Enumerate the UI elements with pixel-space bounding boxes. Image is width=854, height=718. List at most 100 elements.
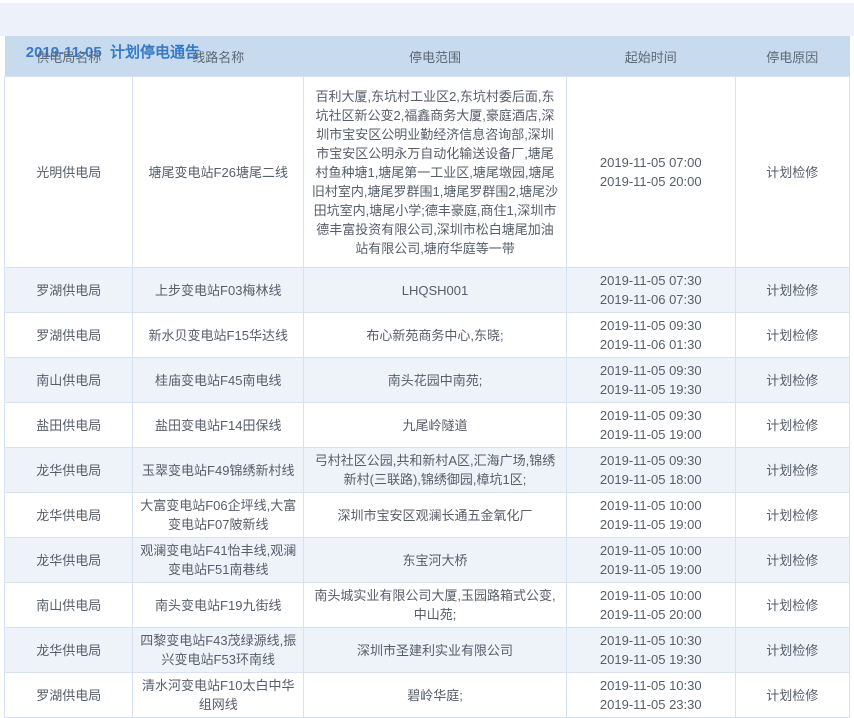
start-time: 2019-11-05 10:00: [599, 543, 702, 558]
time-cell: 2019-11-05 09:30 2019-11-05 18:00: [565, 447, 736, 493]
table-header: 供电局名称 线路名称 停电范围 起始时间 停电原因: [4, 36, 850, 77]
line-cell: 盐田变电站F14田保线: [132, 402, 305, 448]
time-cell: 2019-11-05 09:30 2019-11-05 19:30: [565, 357, 736, 403]
time-cell: 2019-11-05 10:30 2019-11-05 23:30: [565, 672, 736, 718]
table-row: 龙华供电局 大富变电站F06企坪线,大富变电站F07陂新线 深圳市宝安区观澜长通…: [3, 492, 851, 538]
time-cell: 2019-11-05 10:00 2019-11-05 19:00: [565, 492, 736, 538]
end-time: 2019-11-05 20:00: [599, 607, 702, 622]
start-time: 2019-11-05 09:30: [599, 408, 702, 423]
line-cell: 塘尾变电站F26塘尾二线: [132, 76, 305, 268]
table-body: 光明供电局 塘尾变电站F26塘尾二线 百利大厦,东坑村工业区2,东坑村委后面,东…: [3, 76, 851, 718]
header-line: 线路名称: [132, 36, 304, 77]
start-time: 2019-11-05 09:30: [599, 453, 702, 468]
bureau-cell: 龙华供电局: [3, 492, 134, 538]
end-time: 2019-11-06 07:30: [599, 292, 702, 307]
reason-cell: 计划检修: [734, 627, 851, 673]
reason-cell: 计划检修: [734, 267, 851, 313]
reason-cell: 计划检修: [734, 402, 851, 448]
line-cell: 新水贝变电站F15华达线: [132, 312, 305, 358]
scope-cell: 南头城实业有限公司大厦,玉园路箱式公变,中山苑;: [303, 582, 567, 628]
header-row: 供电局名称 线路名称 停电范围 起始时间 停电原因: [4, 36, 850, 77]
table-row: 罗湖供电局 上步变电站F03梅林线 LHQSH001 2019-11-05 07…: [3, 267, 851, 313]
scope-cell: 深圳市宝安区观澜长通五金氧化厂: [303, 492, 567, 538]
reason-cell: 计划检修: [734, 537, 851, 583]
bureau-cell: 龙华供电局: [3, 537, 134, 583]
line-cell: 南头变电站F19九街线: [132, 582, 305, 628]
scope-cell: 布心新苑商务中心,东晓;: [303, 312, 567, 358]
reason-cell: 计划检修: [734, 672, 851, 718]
outage-table-wrapper: 供电局名称 线路名称 停电范围 起始时间 停电原因 光明供电局 塘尾变电站F26…: [0, 36, 854, 718]
line-cell: 四黎变电站F43茂绿源线,振兴变电站F53环南线: [132, 627, 305, 673]
time-cell: 2019-11-05 10:30 2019-11-05 19:30: [565, 627, 736, 673]
start-time: 2019-11-05 09:30: [599, 318, 702, 333]
bureau-cell: 龙华供电局: [3, 627, 134, 673]
reason-cell: 计划检修: [734, 357, 851, 403]
time-cell: 2019-11-05 09:30 2019-11-05 19:00: [565, 402, 736, 448]
line-cell: 玉翠变电站F49锦绣新村线: [132, 447, 305, 493]
header-bureau: 供电局名称: [4, 36, 133, 77]
time-cell: 2019-11-05 10:00 2019-11-05 20:00: [565, 582, 736, 628]
start-time: 2019-11-05 10:00: [599, 498, 702, 513]
start-time: 2019-11-05 10:00: [599, 588, 702, 603]
start-time: 2019-11-05 10:30: [599, 678, 702, 693]
end-time: 2019-11-05 20:00: [599, 174, 702, 189]
table-row: 龙华供电局 四黎变电站F43茂绿源线,振兴变电站F53环南线 深圳市圣建利实业有…: [3, 627, 851, 673]
reason-cell: 计划检修: [734, 582, 851, 628]
line-cell: 清水河变电站F10太白中华组网线: [132, 672, 305, 718]
time-cell: 2019-11-05 07:30 2019-11-06 07:30: [565, 267, 736, 313]
header-start-time: 起始时间: [566, 36, 736, 77]
line-cell: 大富变电站F06企坪线,大富变电站F07陂新线: [132, 492, 305, 538]
reason-cell: 计划检修: [734, 312, 851, 358]
end-time: 2019-11-05 19:30: [599, 652, 702, 667]
bureau-cell: 南山供电局: [3, 357, 134, 403]
start-time: 2019-11-05 10:30: [599, 633, 702, 648]
time-cell: 2019-11-05 09:30 2019-11-06 01:30: [565, 312, 736, 358]
table-row: 光明供电局 塘尾变电站F26塘尾二线 百利大厦,东坑村工业区2,东坑村委后面,东…: [3, 76, 851, 268]
end-time: 2019-11-05 19:00: [599, 562, 702, 577]
end-time: 2019-11-05 19:00: [599, 427, 702, 442]
scope-cell: 南头花园中南苑;: [303, 357, 567, 403]
table-row: 南山供电局 南头变电站F19九街线 南头城实业有限公司大厦,玉园路箱式公变,中山…: [3, 582, 851, 628]
time-cell: 2019-11-05 07:00 2019-11-05 20:00: [565, 76, 736, 268]
time-cell: 2019-11-05 10:00 2019-11-05 19:00: [565, 537, 736, 583]
table-row: 罗湖供电局 清水河变电站F10太白中华组网线 碧岭华庭; 2019-11-05 …: [3, 672, 851, 718]
line-cell: 上步变电站F03梅林线: [132, 267, 305, 313]
scope-cell: 弓村社区公园,共和新村A区,汇海广场,锦绣新村(三联路),锦绣御园,樟坑1区;: [303, 447, 567, 493]
header-reason: 停电原因: [735, 36, 850, 77]
reason-cell: 计划检修: [734, 492, 851, 538]
scope-cell: 东宝河大桥: [303, 537, 567, 583]
end-time: 2019-11-05 19:30: [599, 382, 702, 397]
outage-table: 供电局名称 线路名称 停电范围 起始时间 停电原因 光明供电局 塘尾变电站F26…: [3, 36, 851, 718]
line-cell: 桂庙变电站F45南电线: [132, 357, 305, 403]
table-row: 盐田供电局 盐田变电站F14田保线 九尾岭隧道 2019-11-05 09:30…: [3, 402, 851, 448]
scope-cell: 九尾岭隧道: [303, 402, 567, 448]
title-bar: 2019-11-05 计划停电通告: [0, 3, 854, 61]
table-row: 龙华供电局 观澜变电站F41怡丰线,观澜变电站F51南巷线 东宝河大桥 2019…: [3, 537, 851, 583]
bureau-cell: 南山供电局: [3, 582, 134, 628]
start-time: 2019-11-05 07:30: [599, 273, 702, 288]
scope-cell: 碧岭华庭;: [303, 672, 567, 718]
header-scope: 停电范围: [303, 36, 567, 77]
bureau-cell: 罗湖供电局: [3, 312, 134, 358]
table-row: 罗湖供电局 新水贝变电站F15华达线 布心新苑商务中心,东晓; 2019-11-…: [3, 312, 851, 358]
line-cell: 观澜变电站F41怡丰线,观澜变电站F51南巷线: [132, 537, 305, 583]
end-time: 2019-11-06 01:30: [599, 337, 702, 352]
scope-cell: 百利大厦,东坑村工业区2,东坑村委后面,东坑社区新公变2,福鑫商务大厦,豪庭酒店…: [303, 76, 567, 268]
bureau-cell: 龙华供电局: [3, 447, 134, 493]
reason-cell: 计划检修: [734, 76, 851, 268]
bureau-cell: 罗湖供电局: [3, 672, 134, 718]
scope-cell: LHQSH001: [303, 267, 567, 313]
start-time: 2019-11-05 09:30: [599, 363, 702, 378]
table-row: 南山供电局 桂庙变电站F45南电线 南头花园中南苑; 2019-11-05 09…: [3, 357, 851, 403]
start-time: 2019-11-05 07:00: [599, 155, 702, 170]
end-time: 2019-11-05 19:00: [599, 517, 702, 532]
bureau-cell: 罗湖供电局: [3, 267, 134, 313]
bureau-cell: 光明供电局: [3, 76, 134, 268]
end-time: 2019-11-05 23:30: [599, 697, 702, 712]
scope-cell: 深圳市圣建利实业有限公司: [303, 627, 567, 673]
end-time: 2019-11-05 18:00: [599, 472, 702, 487]
table-row: 龙华供电局 玉翠变电站F49锦绣新村线 弓村社区公园,共和新村A区,汇海广场,锦…: [3, 447, 851, 493]
bureau-cell: 盐田供电局: [3, 402, 134, 448]
reason-cell: 计划检修: [734, 447, 851, 493]
